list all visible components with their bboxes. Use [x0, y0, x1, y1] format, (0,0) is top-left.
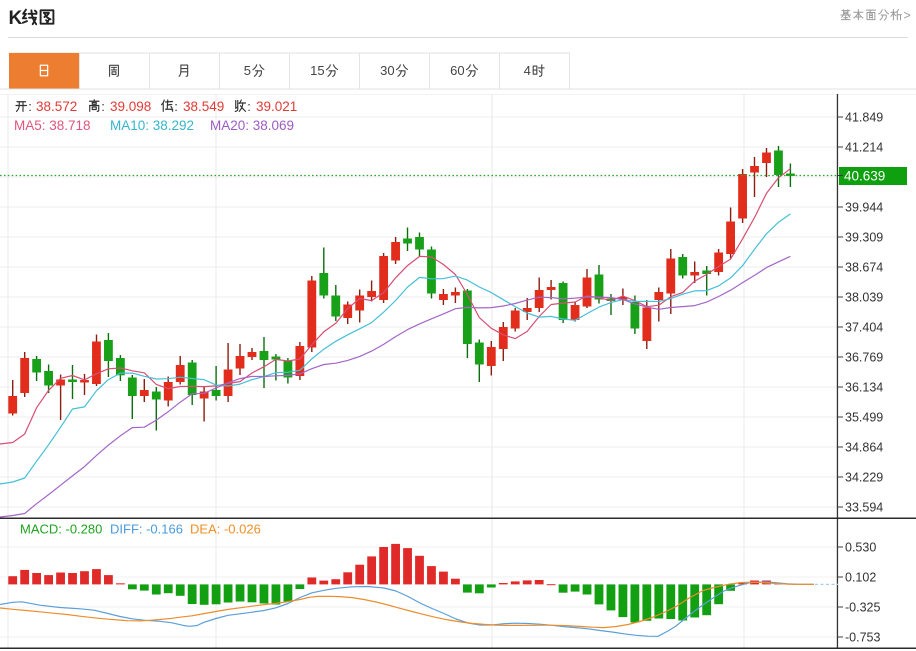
- svg-text:35.499: 35.499: [845, 411, 883, 425]
- svg-text:38.039: 38.039: [845, 291, 883, 305]
- svg-text::: :: [247, 99, 251, 114]
- svg-text:5: 5: [244, 63, 251, 78]
- svg-text:38.674: 38.674: [845, 261, 883, 275]
- svg-text:36.134: 36.134: [845, 381, 883, 395]
- svg-text:DEA: -0.026: DEA: -0.026: [190, 522, 261, 537]
- svg-text::: :: [174, 99, 178, 114]
- svg-text:40.639: 40.639: [844, 169, 885, 184]
- svg-text:>: >: [904, 9, 911, 23]
- svg-text:39.021: 39.021: [256, 99, 297, 114]
- svg-text:39.309: 39.309: [845, 231, 883, 245]
- svg-text:MA10: 38.292: MA10: 38.292: [110, 118, 194, 133]
- svg-text::: :: [101, 99, 105, 114]
- svg-text:34.864: 34.864: [845, 441, 883, 455]
- svg-text:4: 4: [524, 63, 531, 78]
- svg-text:0.530: 0.530: [845, 541, 876, 555]
- svg-text:36.769: 36.769: [845, 351, 883, 365]
- svg-text:38.572: 38.572: [36, 99, 77, 114]
- svg-text:15: 15: [310, 63, 324, 78]
- svg-text:38.549: 38.549: [183, 99, 224, 114]
- svg-text:K: K: [9, 8, 23, 29]
- svg-text:33.594: 33.594: [845, 501, 883, 515]
- svg-text:MACD: -0.280: MACD: -0.280: [20, 522, 102, 537]
- svg-text:39.098: 39.098: [110, 99, 151, 114]
- svg-text:DIFF: -0.166: DIFF: -0.166: [110, 522, 183, 537]
- svg-text:0.102: 0.102: [845, 571, 876, 585]
- svg-text:60: 60: [450, 63, 464, 78]
- svg-text:MA20: 38.069: MA20: 38.069: [210, 118, 294, 133]
- svg-text:41.214: 41.214: [845, 141, 883, 155]
- svg-text:-0.753: -0.753: [845, 631, 880, 645]
- svg-text:39.944: 39.944: [845, 201, 883, 215]
- svg-text:MA5: 38.718: MA5: 38.718: [14, 118, 91, 133]
- svg-text:30: 30: [380, 63, 394, 78]
- svg-text:41.849: 41.849: [845, 111, 883, 125]
- svg-text::: :: [28, 99, 32, 114]
- svg-text:-0.325: -0.325: [845, 601, 880, 615]
- svg-text:34.229: 34.229: [845, 471, 883, 485]
- svg-text:37.404: 37.404: [845, 321, 883, 335]
